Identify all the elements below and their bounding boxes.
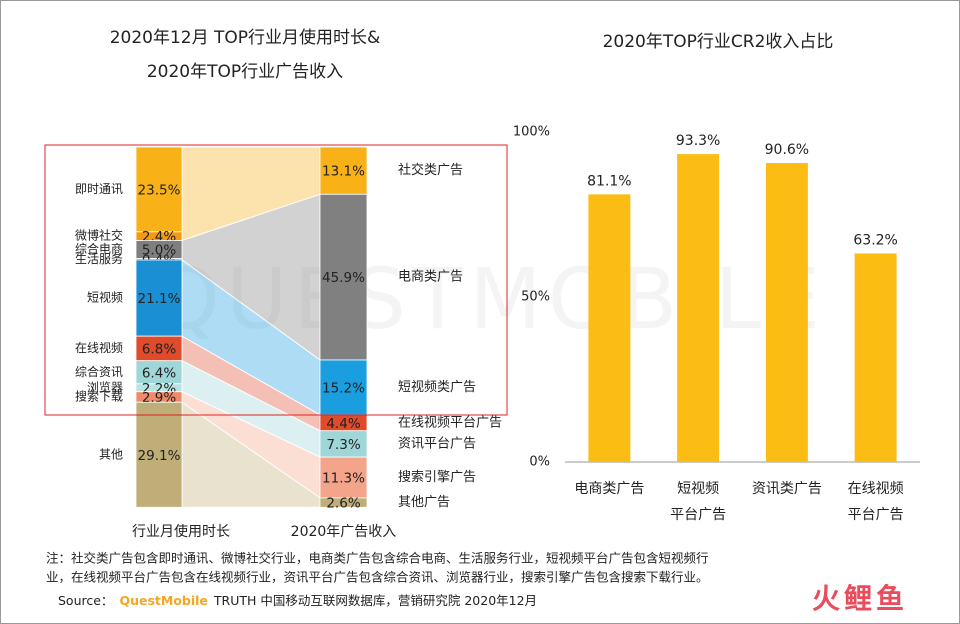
category-label: 微博社交 [75, 228, 123, 243]
y-tick-label: 100% [513, 125, 550, 140]
x-tick-label: 短视频平台广告 [670, 481, 726, 523]
segment [319, 359, 368, 416]
category-label: 搜索下载 [75, 388, 123, 403]
axis-label: 2020年广告收入 [291, 524, 397, 540]
value-label: 15.2% [322, 380, 365, 396]
value-label: 4.4% [326, 416, 360, 432]
segment [319, 497, 368, 508]
category-label: 电商类广告 [398, 270, 463, 285]
value-label: 2.6% [326, 496, 360, 512]
category-label: 短视频类广告 [398, 380, 476, 395]
chart-title: 2020年TOP行业广告收入 [147, 62, 343, 82]
y-tick-label: 50% [521, 290, 550, 305]
marks: 23.5%即时通讯2.4%微博社交5.0%综合电商0.4%生活服务21.1%短视… [75, 125, 920, 540]
x-tick-label: 资讯类广告 [752, 481, 822, 497]
value-label: 6.8% [142, 341, 176, 357]
category-label: 生活服务 [75, 251, 123, 266]
bar [765, 163, 808, 462]
x-tick-label: 在线视频平台广告 [848, 481, 904, 523]
y-tick-label: 0% [529, 455, 550, 470]
category-label: 资讯平台广告 [398, 436, 476, 451]
chart-title: 2020年TOP行业CR2收入占比 [603, 32, 834, 52]
category-label: 短视频 [87, 290, 123, 305]
segment [319, 146, 368, 195]
bar [854, 253, 897, 462]
flows [181, 146, 321, 508]
category-label: 即时通讯 [75, 182, 123, 196]
value-label: 90.6% [765, 142, 809, 158]
category-label: 综合电商 [75, 241, 123, 256]
bar [588, 194, 631, 462]
axis-label: 行业月使用时长 [132, 523, 230, 540]
category-label: 在线视频 [75, 340, 123, 355]
segment [135, 401, 183, 508]
category-label: 浏览器 [87, 379, 123, 394]
category-label: 搜索引擎广告 [398, 470, 476, 485]
source: Source： QuestMobile TRUTH 中国移动互联网数据库，营销研究院… [58, 593, 537, 608]
source-text: TRUTH 中国移动互联网数据库，营销研究院 2020年12月 [213, 593, 537, 608]
value-label: 81.1% [587, 173, 631, 189]
segment [319, 193, 368, 361]
category-label: 其他 [99, 447, 123, 461]
segment [319, 456, 368, 499]
value-label: 23.5% [138, 182, 181, 198]
segment [135, 335, 183, 362]
bar [677, 154, 720, 463]
category-label: 在线视频平台广告 [398, 415, 502, 430]
chart-title: 2020年12月 TOP行业月使用时长& [110, 27, 381, 48]
logo: 火鲤鱼 [812, 582, 908, 615]
note: 注：社交类广告包含即时通讯、微博社交行业，电商类广告包含综合电商、生活服务行业，… [46, 551, 709, 566]
value-label: 13.1% [322, 164, 365, 180]
source-label: Source： [58, 593, 113, 608]
segment [135, 146, 183, 233]
value-label: 7.3% [326, 437, 360, 453]
x-tick-label: 电商类广告 [574, 481, 644, 497]
value-label: 5.0% [142, 243, 176, 259]
value-label: 6.4% [142, 365, 176, 381]
category-label: 其他广告 [398, 495, 450, 510]
segment [319, 430, 368, 458]
category-label: 综合资讯 [75, 364, 123, 379]
highlight-box [44, 144, 508, 416]
source-brand: QuestMobile [119, 593, 207, 608]
value-label: 21.1% [138, 291, 181, 307]
note: 业，在线视频平台广告包含在线视频行业，资讯平台广告包含综合资讯、浏览器行业，搜索… [46, 570, 709, 585]
value-label: 29.1% [138, 448, 181, 464]
value-label: 93.3% [676, 133, 720, 149]
value-label: 11.3% [322, 470, 365, 486]
category-label: 社交类广告 [398, 162, 463, 178]
value-label: 45.9% [322, 270, 365, 286]
value-label: 63.2% [853, 232, 897, 248]
